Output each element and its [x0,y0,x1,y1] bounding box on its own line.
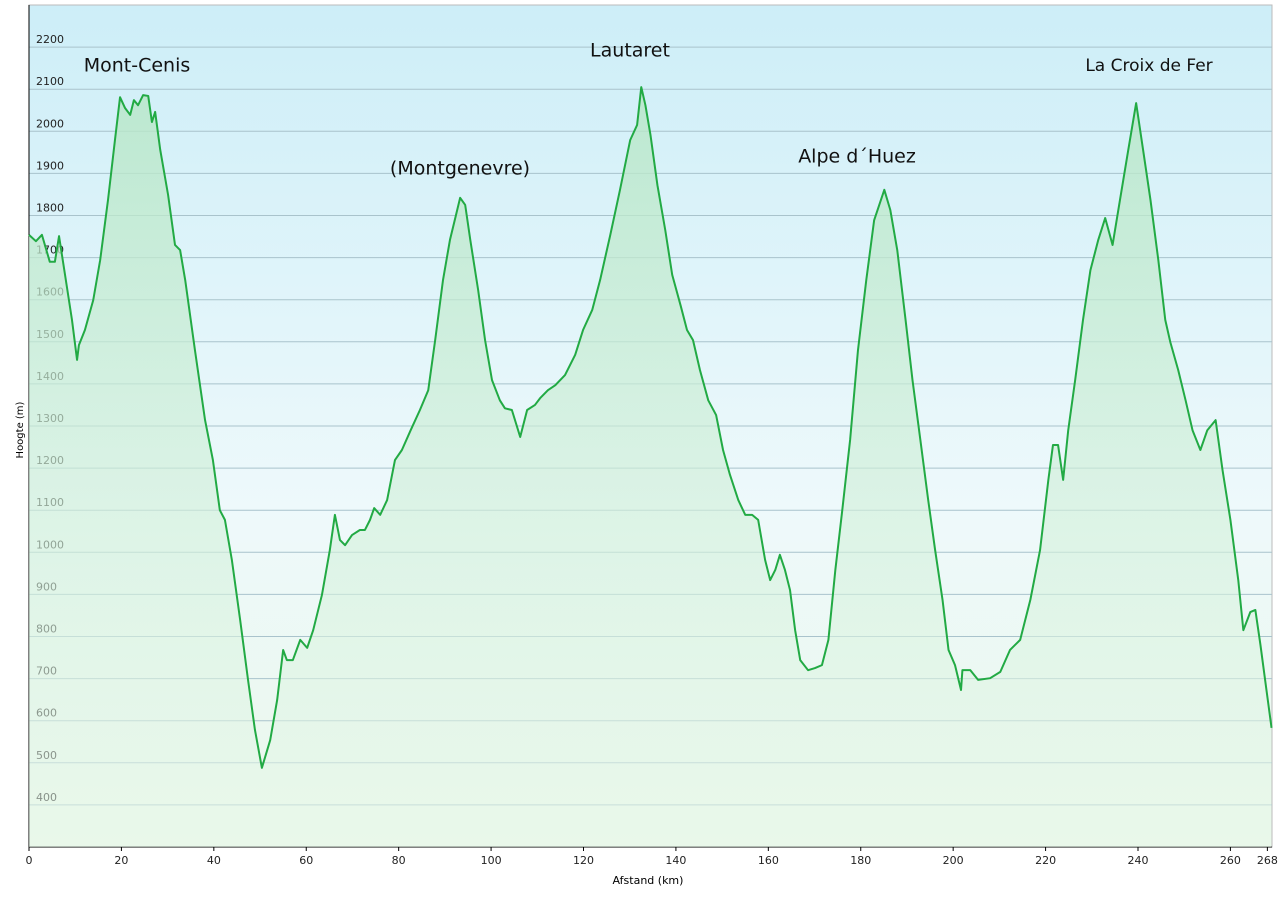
x-tick-label: 20 [114,854,128,867]
y-tick-label: 1900 [36,159,64,172]
y-tick-label: 2100 [36,75,64,88]
x-tick-label: 260 [1220,854,1241,867]
annotation: Mont-Cenis [84,55,191,77]
y-tick-label: 2000 [36,117,64,130]
x-tick-label: 240 [1127,854,1148,867]
x-tick-label: 40 [207,854,221,867]
x-tick-label: 220 [1035,854,1056,867]
x-tick-label: 200 [943,854,964,867]
x-tick-label: 160 [758,854,779,867]
x-axis-label: Afstand (km) [613,874,684,887]
y-tick-label: 1800 [36,202,64,215]
x-tick-label: 100 [481,854,502,867]
annotation: (Montgenevre) [390,158,530,180]
annotation: Alpe d´Huez [798,146,916,168]
x-tick-label: 180 [850,854,871,867]
x-tick-label: 268 [1257,854,1278,867]
annotation: La Croix de Fer [1085,56,1212,76]
y-axis-label: Hoogte (m) [15,401,26,458]
annotation: Lautaret [590,40,670,62]
x-tick-label: 60 [299,854,313,867]
x-tick-label: 140 [665,854,686,867]
y-tick-label: 2200 [36,33,64,46]
elevation-line [28,86,1273,769]
area-fill [29,87,1272,848]
x-tick-label: 80 [392,854,406,867]
x-tick-label: 0 [26,854,33,867]
x-tick-label: 120 [573,854,594,867]
